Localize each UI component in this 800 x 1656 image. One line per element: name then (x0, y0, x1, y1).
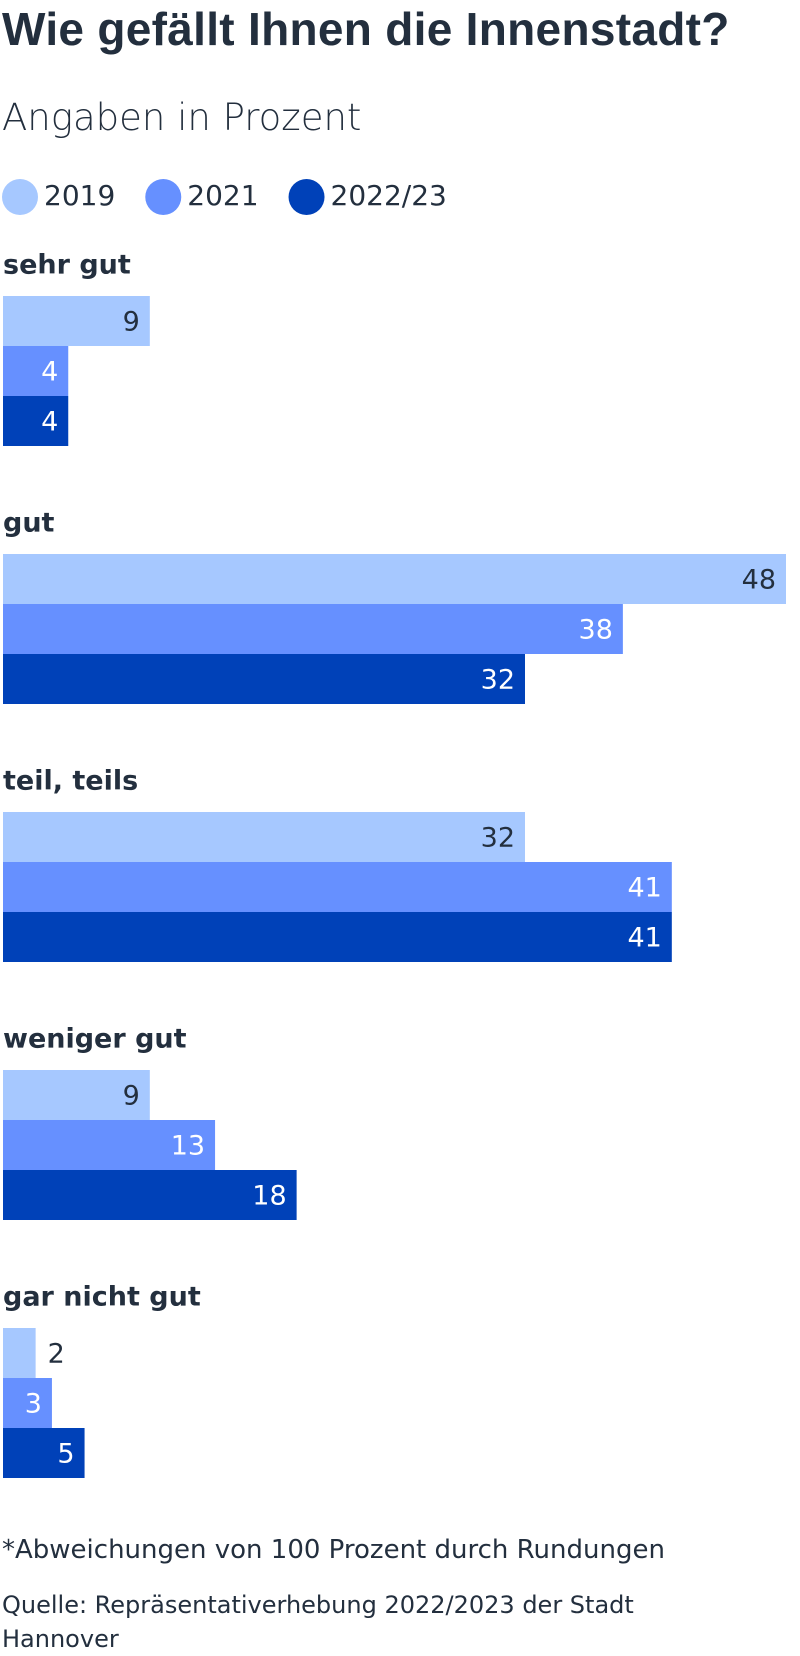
category-label: gar nicht gut (3, 1282, 201, 1313)
legend-label: 2021 (187, 179, 258, 212)
value-label: 32 (481, 665, 515, 696)
bar (3, 554, 786, 604)
bar (3, 862, 672, 912)
value-label: 9 (123, 307, 140, 338)
chart: 2019 2021 2022/23 sehr gut 9 4 4 gut 48 38 32 teil,… (2, 179, 786, 1478)
value-label: 4 (41, 407, 58, 438)
bar (3, 1120, 216, 1170)
bar (3, 654, 525, 704)
value-label: 9 (123, 1081, 140, 1112)
value-label: 18 (252, 1181, 286, 1212)
value-label: 41 (627, 873, 661, 904)
bar (3, 1428, 85, 1478)
category-label: sehr gut (3, 250, 131, 281)
value-label: 4 (41, 357, 58, 388)
value-label: 38 (579, 615, 613, 646)
legend-swatch (288, 179, 325, 215)
bar (3, 1170, 297, 1220)
legend-swatch (145, 179, 182, 215)
value-label: 32 (481, 823, 515, 854)
bar (3, 1378, 52, 1428)
legend-label: 2019 (44, 179, 115, 212)
category-label: teil, teils (3, 766, 138, 797)
legend-label: 2022/23 (331, 179, 447, 212)
bar (3, 296, 150, 346)
footnote: *Abweichungen von 100 Prozent durch Rund… (2, 1535, 665, 1565)
category-label: gut (3, 508, 55, 539)
value-label: 5 (57, 1439, 74, 1470)
bar (3, 912, 672, 962)
bar (3, 346, 69, 396)
bar (3, 1070, 150, 1120)
chart-title: Wie gefällt Ihnen die Innenstadt? (2, 3, 730, 55)
bar (3, 1328, 36, 1378)
bar (3, 812, 525, 862)
value-label: 13 (171, 1131, 205, 1162)
value-label: 41 (627, 923, 661, 954)
legend-swatch (2, 179, 38, 215)
value-label: 48 (742, 565, 776, 596)
chart-subtitle: Angaben in Prozent (2, 96, 362, 139)
value-label: 2 (48, 1339, 65, 1370)
value-label: 3 (25, 1389, 42, 1420)
source: Quelle: Repräsentativerhebung 2022/2023 … (2, 1591, 634, 1653)
bar (3, 604, 623, 654)
category-label: weniger gut (3, 1024, 187, 1055)
bar (3, 396, 69, 446)
